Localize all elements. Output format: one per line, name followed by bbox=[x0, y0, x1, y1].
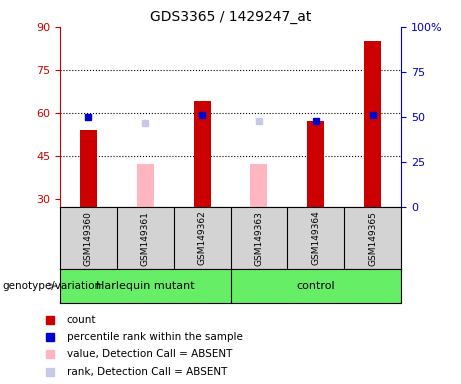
Text: GSM149365: GSM149365 bbox=[368, 211, 377, 265]
Bar bbox=[364, 41, 381, 207]
Text: control: control bbox=[296, 281, 335, 291]
Text: count: count bbox=[66, 314, 96, 325]
Text: genotype/variation: genotype/variation bbox=[2, 281, 101, 291]
Text: GSM149360: GSM149360 bbox=[84, 211, 93, 265]
Bar bbox=[80, 130, 97, 207]
Text: GSM149361: GSM149361 bbox=[141, 211, 150, 265]
Bar bbox=[250, 164, 267, 207]
Text: value, Detection Call = ABSENT: value, Detection Call = ABSENT bbox=[66, 349, 232, 359]
Text: percentile rank within the sample: percentile rank within the sample bbox=[66, 332, 242, 342]
Bar bbox=[307, 121, 324, 207]
Text: GSM149362: GSM149362 bbox=[198, 211, 207, 265]
Text: rank, Detection Call = ABSENT: rank, Detection Call = ABSENT bbox=[66, 366, 227, 377]
Text: GSM149363: GSM149363 bbox=[254, 211, 263, 265]
Text: GDS3365 / 1429247_at: GDS3365 / 1429247_at bbox=[150, 10, 311, 23]
Bar bbox=[136, 164, 154, 207]
Text: GSM149364: GSM149364 bbox=[311, 211, 320, 265]
Text: Harlequin mutant: Harlequin mutant bbox=[96, 281, 195, 291]
Bar bbox=[194, 101, 211, 207]
